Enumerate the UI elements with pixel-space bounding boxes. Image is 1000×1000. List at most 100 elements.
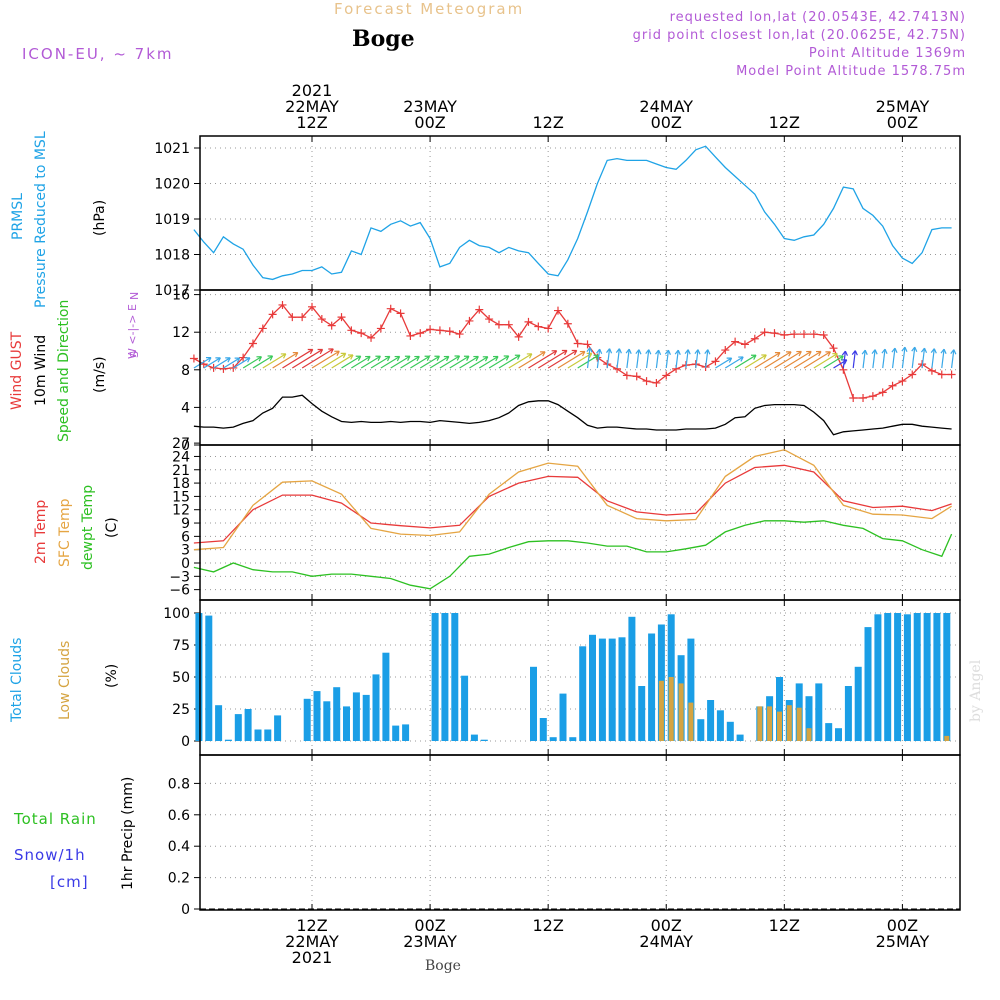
time-label-top: 00Z bbox=[887, 113, 918, 132]
wind-arrow bbox=[823, 355, 844, 369]
wind-arrowhead bbox=[514, 354, 521, 360]
gust-marker bbox=[416, 329, 425, 338]
y-tick-label: 16 bbox=[172, 288, 190, 304]
wind-arrowhead bbox=[786, 351, 792, 357]
wind-arrowhead bbox=[596, 348, 603, 354]
gust-marker bbox=[268, 310, 277, 319]
wind-arrow bbox=[626, 349, 630, 369]
precip-label-rain: Total Rain bbox=[14, 810, 97, 828]
wind-arrowhead bbox=[307, 348, 314, 355]
y-tick-label: −6 bbox=[169, 583, 190, 599]
wind-arrowhead bbox=[655, 349, 662, 355]
wind-arrowhead bbox=[526, 353, 533, 359]
wind-arrowhead bbox=[394, 355, 401, 362]
gust-marker bbox=[406, 331, 415, 340]
wind-arrowhead bbox=[482, 356, 489, 362]
wind-arrowhead bbox=[816, 350, 822, 357]
wind-arrow bbox=[606, 348, 611, 369]
wind-arrowhead bbox=[256, 356, 262, 362]
gust-marker bbox=[898, 377, 907, 386]
bar-total-clouds bbox=[854, 666, 862, 741]
wind-arrow bbox=[301, 348, 334, 369]
series-wind-gust bbox=[193, 303, 952, 399]
time-label-bottom: 2021 bbox=[292, 948, 333, 967]
gust-marker bbox=[357, 329, 366, 338]
wind-arrowhead bbox=[911, 346, 918, 352]
y-tick-label: 21 bbox=[172, 463, 190, 479]
gust-marker bbox=[288, 313, 297, 322]
wind-arrow bbox=[203, 357, 221, 369]
wind-arrow bbox=[665, 350, 670, 369]
bar-total-clouds bbox=[874, 614, 882, 741]
bar-total-clouds bbox=[894, 613, 902, 741]
wind-arrow bbox=[508, 353, 533, 369]
y-tick-label: 3 bbox=[181, 543, 190, 559]
wind-arrowhead bbox=[920, 347, 928, 353]
y-tick-label: 75 bbox=[172, 638, 190, 654]
wind-arrowhead bbox=[774, 351, 781, 358]
bar-total-clouds bbox=[402, 724, 410, 741]
bar-total-clouds bbox=[313, 691, 321, 741]
gust-marker bbox=[888, 381, 897, 390]
wind-arrowhead bbox=[434, 355, 440, 361]
panel-precip: 0 0.2 0.4 0.6 0.8 bbox=[168, 754, 961, 918]
bar-total-clouds bbox=[431, 613, 439, 741]
gust-marker bbox=[278, 300, 287, 309]
wind-arrowhead bbox=[443, 355, 450, 362]
y-tick-label: 0.2 bbox=[168, 871, 190, 887]
wind-arrowhead bbox=[205, 356, 212, 363]
wind-arrowhead bbox=[347, 354, 354, 360]
wind-arrow bbox=[262, 353, 287, 369]
wind-arrowhead bbox=[234, 357, 241, 363]
wind-arrowhead bbox=[334, 350, 340, 356]
wind-arrow bbox=[754, 352, 781, 369]
bar-total-clouds bbox=[392, 725, 400, 741]
wind-arrowhead bbox=[586, 347, 593, 353]
bar-total-clouds bbox=[913, 613, 921, 741]
time-label-bottom: 12Z bbox=[532, 916, 563, 935]
bar-total-clouds bbox=[382, 652, 390, 741]
wind-arrow bbox=[410, 355, 430, 369]
wind-arrow bbox=[232, 357, 251, 369]
wind-arrow bbox=[429, 355, 450, 369]
wind-arrowhead bbox=[340, 352, 347, 359]
wind-arrowhead bbox=[726, 357, 733, 363]
wind-arrow bbox=[655, 350, 660, 369]
bar-total-clouds bbox=[687, 638, 695, 741]
bar-total-clouds bbox=[579, 646, 587, 741]
wind-arrowhead bbox=[414, 355, 420, 362]
gust-marker bbox=[632, 372, 641, 381]
gust-marker bbox=[878, 388, 887, 397]
gust-marker bbox=[544, 324, 553, 333]
bar-total-clouds bbox=[618, 637, 626, 741]
wind-arrowhead bbox=[571, 349, 578, 356]
gust-marker bbox=[780, 331, 789, 340]
gust-marker bbox=[514, 332, 523, 341]
gust-marker bbox=[652, 378, 661, 387]
wind-arrowhead bbox=[694, 349, 701, 355]
wind-arrow bbox=[498, 354, 521, 369]
wind-arrow bbox=[518, 351, 546, 369]
y-tick-label: 1020 bbox=[154, 177, 190, 193]
y-tick-label: 1018 bbox=[154, 248, 190, 264]
bar-low-clouds bbox=[668, 677, 674, 741]
y-tick-label: 27 bbox=[172, 436, 190, 452]
bar-total-clouds bbox=[274, 715, 282, 741]
wind-arrow bbox=[645, 349, 650, 369]
bar-total-clouds bbox=[726, 721, 734, 741]
wind-arrow bbox=[842, 351, 847, 369]
gust-marker bbox=[386, 304, 395, 313]
gust-marker bbox=[465, 316, 474, 325]
wind-arrow bbox=[351, 355, 371, 369]
y-tick-label: 0 bbox=[181, 556, 190, 572]
bar-total-clouds bbox=[776, 677, 783, 741]
wind-arrowhead bbox=[838, 355, 844, 361]
footer-station: Boge bbox=[425, 958, 461, 974]
wind-arrow bbox=[213, 357, 231, 369]
gust-marker bbox=[770, 329, 779, 338]
requested-coords: requested lon,lat (20.0543E, 42.7413N) bbox=[669, 10, 966, 25]
wind-arrowhead bbox=[841, 350, 848, 356]
series-2m-temp bbox=[193, 464, 952, 544]
